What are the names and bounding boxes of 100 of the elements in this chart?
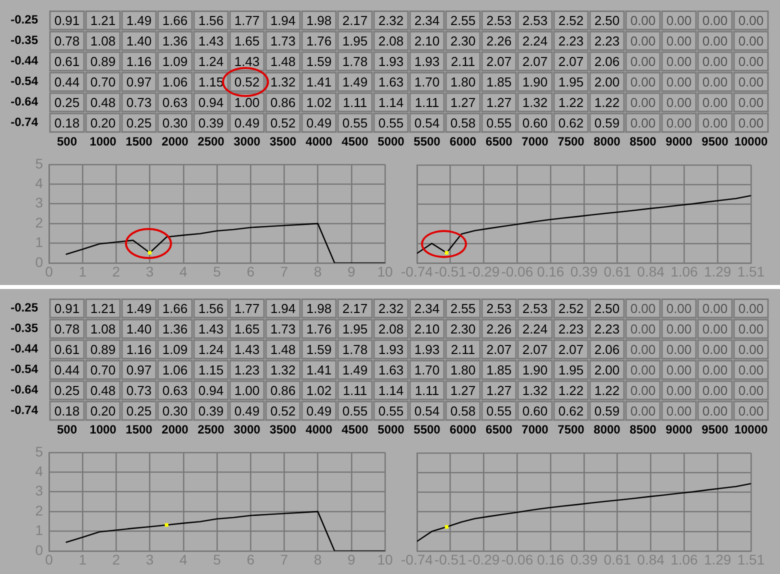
data-label: 0.00 [666, 342, 692, 357]
data-label: 1.41 [306, 362, 332, 378]
data-label: 0.70 [90, 74, 116, 90]
data-label: 1.49 [342, 74, 368, 90]
data-label: 2.07 [522, 54, 548, 69]
data-label: 2.34 [414, 301, 440, 316]
data-label: 0.00 [630, 342, 656, 357]
y-tick-label: -0.74 [10, 403, 38, 418]
data-label: 0.00 [738, 301, 764, 316]
data-label: 0.60 [522, 403, 548, 418]
data-label: 1.66 [162, 301, 188, 316]
data-label: 1.73 [270, 321, 296, 336]
data-label: 0.59 [594, 403, 620, 418]
x-tick-label: 2500 [198, 134, 225, 149]
x-tick-label: 10000 [734, 422, 768, 437]
data-label: 1.36 [162, 33, 188, 48]
data-label: 1.93 [414, 54, 440, 69]
x-tick-label: 8000 [594, 422, 621, 437]
data-label: 0.54 [414, 403, 440, 418]
data-label: 0.18 [54, 115, 80, 130]
data-label: 2.08 [378, 33, 404, 48]
data-label: 0.00 [738, 403, 764, 418]
y-tick-label: -0.44 [10, 54, 38, 68]
data-label: 1.24 [198, 54, 224, 69]
data-label: 2.07 [558, 54, 584, 69]
data-label: 1.73 [270, 33, 296, 48]
y-tick-label: -0.54 [10, 362, 38, 376]
data-label: 1.94 [270, 13, 296, 28]
x-tick-label: 3000 [234, 134, 261, 149]
data-label: 0.49 [306, 115, 332, 130]
data-label: 2.11 [450, 54, 476, 69]
data-label: 0.00 [630, 321, 656, 336]
x-tick-label: 2000 [162, 134, 189, 149]
data-label: 1.22 [594, 94, 620, 110]
x-tick-label: 6000 [450, 134, 477, 149]
data-label: 1.08 [90, 33, 116, 48]
x-tick-label: 1000 [90, 422, 117, 437]
data-label: 0.20 [90, 115, 116, 130]
data-label: 0.00 [738, 94, 764, 110]
data-label: 0.78 [54, 321, 80, 336]
data-label: 0.61 [54, 54, 80, 69]
data-label: 0.00 [630, 33, 656, 48]
data-label: 0.89 [90, 342, 116, 357]
data-label: 1.32 [522, 94, 548, 110]
y-tick-label: -0.35 [10, 33, 38, 48]
data-label: 0.70 [90, 362, 116, 378]
data-label: 1.43 [234, 342, 260, 357]
data-label: 0.55 [342, 115, 368, 130]
data-label: 2.55 [450, 13, 476, 28]
data-label: 1.98 [306, 13, 332, 28]
data-label: 2.53 [486, 13, 512, 28]
data-label: 0.48 [90, 94, 116, 110]
data-label: 2.26 [486, 321, 512, 336]
data-label: 0.49 [306, 403, 332, 418]
data-label: 1.02 [306, 94, 332, 110]
data-label: 1.90 [522, 74, 548, 90]
data-label: 1.85 [486, 74, 512, 90]
data-label: 0.00 [666, 321, 692, 336]
data-label: 2.30 [450, 321, 476, 336]
data-label: 2.17 [342, 301, 368, 316]
data-label: 2.00 [594, 74, 620, 90]
data-label: 0.94 [198, 94, 224, 110]
data-label: 0.86 [270, 382, 296, 398]
data-label: 1.56 [198, 13, 224, 28]
data-label: 1.08 [90, 321, 116, 336]
data-label: 0.91 [54, 301, 80, 316]
x-tick-label: 1500 [126, 134, 153, 149]
y-tick-label: -0.54 [10, 74, 38, 88]
data-label: 0.00 [630, 362, 656, 378]
data-label: 1.40 [126, 33, 152, 48]
data-label: 0.00 [738, 321, 764, 336]
data-label: 1.11 [414, 382, 440, 398]
data-label: 1.24 [198, 342, 224, 357]
data-label: 1.49 [342, 362, 368, 378]
data-label: 1.21 [90, 301, 116, 316]
data-label: 0.00 [666, 33, 692, 48]
y-tick-label: -0.74 [10, 115, 38, 130]
data-label: 1.00 [234, 382, 260, 398]
x-tick-label: 9500 [702, 134, 729, 149]
data-label: 2.11 [450, 342, 476, 357]
data-label: 1.14 [378, 382, 404, 398]
data-label: 1.27 [486, 382, 512, 398]
data-label: 1.66 [162, 13, 188, 28]
data-label: 0.00 [630, 74, 656, 90]
data-label: 0.00 [630, 403, 656, 418]
data-label: 0.00 [666, 115, 692, 130]
data-label: 0.00 [666, 403, 692, 418]
data-label: 0.49 [234, 403, 260, 418]
data-label: 2.24 [522, 321, 548, 336]
data-label: 1.63 [378, 362, 404, 378]
data-label: 0.73 [126, 94, 152, 110]
data-label: 0.00 [702, 94, 728, 110]
data-label: 1.78 [342, 342, 368, 357]
data-label: 1.41 [306, 74, 332, 90]
data-label: 1.14 [378, 94, 404, 110]
data-label: 0.30 [162, 115, 188, 130]
data-label: 2.52 [558, 301, 584, 316]
data-label: 0.58 [450, 403, 476, 418]
data-label: 2.32 [378, 301, 404, 316]
data-label: 0.97 [126, 362, 152, 378]
